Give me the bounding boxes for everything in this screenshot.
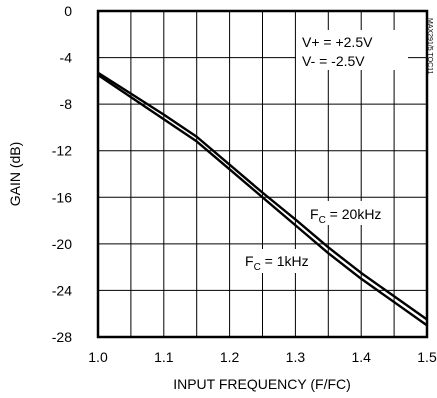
y-tick-label: -12 [52, 143, 72, 159]
x-axis-label: INPUT FREQUENCY (F/FC) [173, 376, 351, 392]
x-tick-labels: 1.0 1.1 1.2 1.3 1.4 1.5 [88, 349, 437, 365]
fc-20khz-label-value: = 20kHz [326, 206, 382, 222]
figure-corner-tag: MAX291/5 TOC11 [426, 18, 433, 75]
y-tick-labels: 0 -4 -8 -12 -16 -20 -24 -28 [52, 3, 72, 345]
series-line-fc-1khz [97, 74, 428, 327]
x-tick-label: 1.1 [154, 349, 174, 365]
fc-1khz-label-value: = 1kHz [261, 253, 309, 269]
y-tick-label: -16 [52, 189, 72, 205]
vminus-annotation: V- = -2.5V [302, 53, 365, 69]
supply-annotation-background [296, 30, 408, 70]
fc-20khz-label: FC = 20kHz [310, 206, 381, 226]
x-tick-label: 1.5 [417, 349, 437, 365]
x-tick-label: 1.0 [88, 349, 108, 365]
y-tick-label: -8 [60, 96, 73, 112]
series-line-fc-20khz [97, 71, 428, 321]
y-tick-label: 0 [64, 3, 72, 19]
fc-20khz-label-subscript: C [319, 215, 326, 226]
series-group [97, 71, 428, 327]
fc-20khz-label-prefix: F [310, 206, 319, 222]
fc-1khz-label-background [242, 249, 314, 273]
y-tick-label: -20 [52, 236, 72, 252]
y-tick-label: -24 [52, 282, 72, 298]
y-tick-label: -4 [60, 50, 73, 66]
x-tick-label: 1.4 [351, 349, 371, 365]
x-tick-label: 1.2 [220, 349, 240, 365]
fc-1khz-label-subscript: C [254, 262, 261, 273]
x-tick-label: 1.3 [286, 349, 306, 365]
y-tick-label: -28 [52, 329, 72, 345]
y-axis-label: GAIN (dB) [7, 142, 23, 207]
fc-1khz-label-prefix: F [245, 253, 254, 269]
vplus-annotation: V+ = +2.5V [302, 34, 373, 50]
fc-20khz-label-background [307, 201, 391, 225]
plot-frame [96, 9, 429, 339]
fc-1khz-label: FC = 1kHz [245, 253, 309, 273]
